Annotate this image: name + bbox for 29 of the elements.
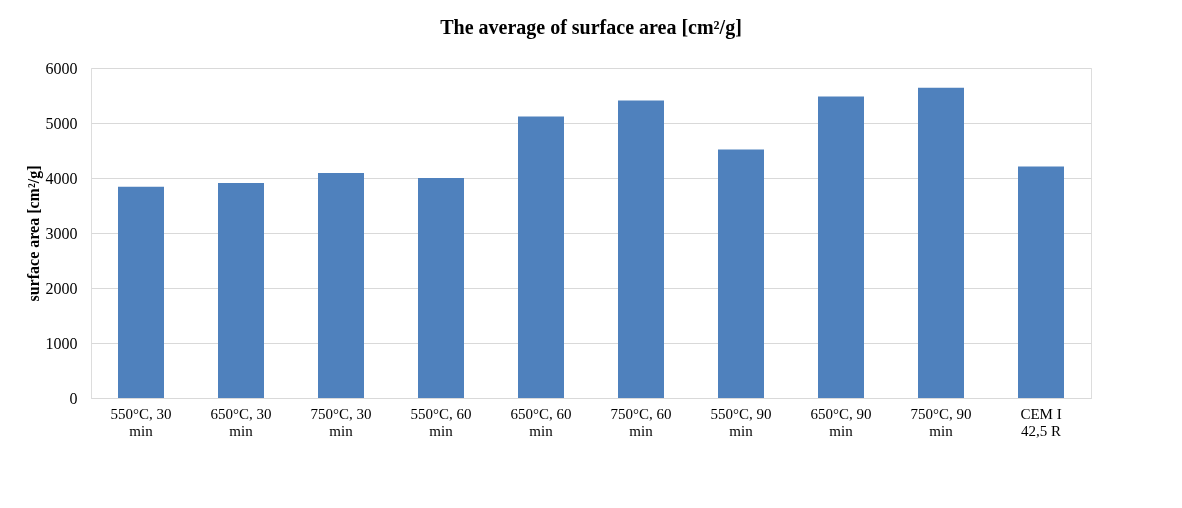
bar <box>118 186 164 398</box>
x-tick-label: 750°C, 90 min <box>910 405 972 439</box>
bar <box>218 182 264 398</box>
bar <box>818 96 864 398</box>
bar <box>618 100 664 398</box>
bar <box>518 116 564 398</box>
x-tick-label: 750°C, 60 min <box>610 405 672 439</box>
bar <box>918 87 964 398</box>
bar <box>418 178 464 398</box>
x-tick-label: 550°C, 30 min <box>110 405 172 439</box>
bar <box>718 149 764 398</box>
x-tick-label: 750°C, 30 min <box>310 405 372 439</box>
chart-title: The average of surface area [cm²/g] <box>440 16 742 39</box>
y-axis-title: surface area [cm²/g] <box>24 165 43 302</box>
y-tick-label: 3000 <box>45 224 78 242</box>
y-tick-label: 4000 <box>45 169 78 187</box>
y-tick-label: 1000 <box>45 334 78 352</box>
bar <box>1018 166 1064 398</box>
x-tick-label: 550°C, 60 min <box>410 405 472 439</box>
y-tick-label: 2000 <box>45 279 78 297</box>
bar <box>318 173 364 398</box>
y-tick-label: 5000 <box>45 114 78 132</box>
y-tick-label: 6000 <box>45 59 78 77</box>
x-tick-label: 650°C, 90 min <box>810 405 872 439</box>
x-tick-label: CEM I 42,5 R <box>1020 405 1062 439</box>
x-tick-label: 650°C, 30 min <box>210 405 272 439</box>
x-tick-label: 650°C, 60 min <box>510 405 572 439</box>
x-tick-label: 550°C, 90 min <box>710 405 772 439</box>
y-tick-label: 0 <box>69 389 78 407</box>
